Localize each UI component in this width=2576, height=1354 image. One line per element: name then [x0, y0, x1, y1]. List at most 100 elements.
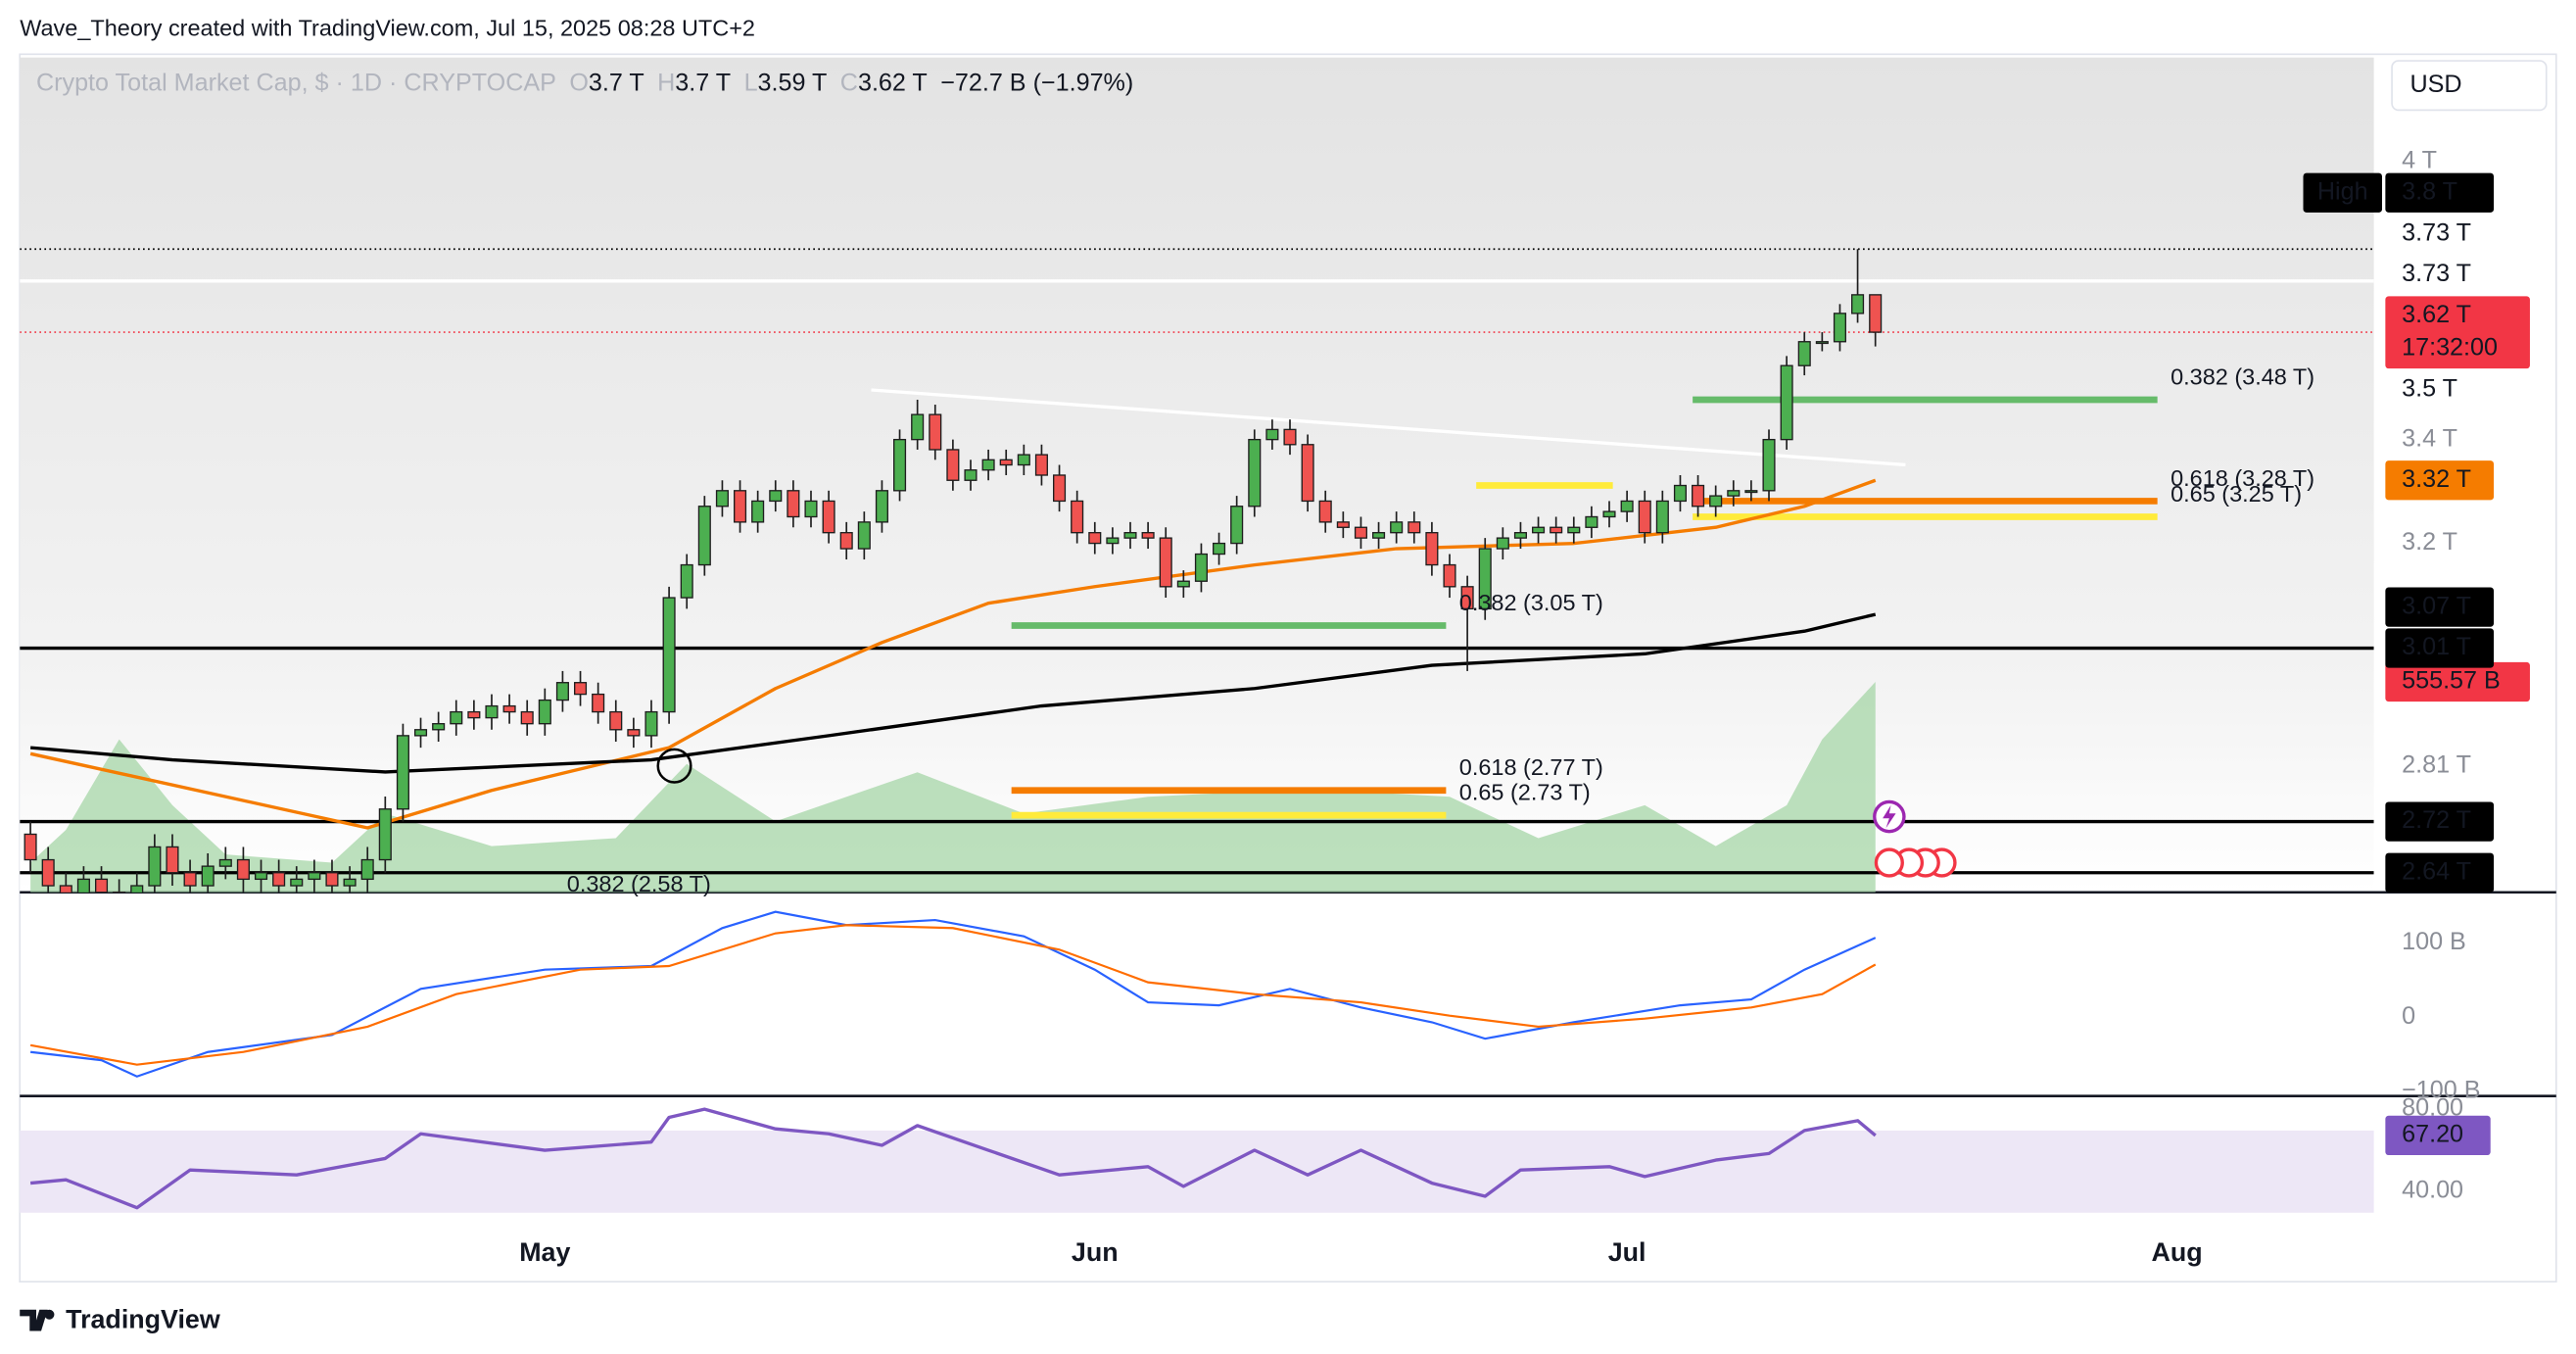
- candle-body: [1017, 454, 1030, 466]
- candle-body: [734, 490, 747, 523]
- candle-body: [1354, 526, 1367, 539]
- macd-tick-label: −100 B: [2402, 1076, 2480, 1103]
- candle-body: [1496, 537, 1509, 550]
- candle-body: [1762, 438, 1776, 492]
- candle-body: [1230, 506, 1244, 545]
- rsi-line: [29, 1107, 1877, 1210]
- candle-body: [378, 808, 392, 861]
- candle-body: [24, 833, 37, 861]
- rsi-band: [20, 1130, 2374, 1213]
- candle-body: [1780, 364, 1793, 441]
- candle-body: [1159, 537, 1172, 588]
- event-icons: [1873, 799, 1957, 878]
- candle-body: [1550, 526, 1563, 534]
- candle-body: [1727, 490, 1741, 497]
- rsi-tick-label: 40.00: [2402, 1177, 2463, 1204]
- legend-value: 3.7 T: [675, 69, 731, 96]
- currency-button[interactable]: [2391, 60, 2548, 112]
- price-layer: [20, 248, 2374, 893]
- candle-body: [893, 438, 907, 492]
- legend-key: O: [569, 69, 589, 96]
- volume-tag: [2385, 661, 2530, 702]
- candle-body: [201, 865, 215, 887]
- candle-body: [1301, 444, 1314, 503]
- candle-body: [1407, 521, 1421, 534]
- candle-body: [1283, 428, 1297, 446]
- price-tag: [2385, 369, 2495, 411]
- price-tag: [2385, 214, 2495, 254]
- candle-body: [787, 490, 800, 518]
- price-tag-label: 3.5 T: [2402, 375, 2457, 403]
- candle-body: [1567, 526, 1581, 534]
- fib-label: 0.382 (3.05 T): [1459, 590, 1603, 615]
- candle-body: [999, 459, 1013, 466]
- candle-body: [662, 597, 676, 713]
- candle-body: [964, 469, 978, 481]
- legend-key: L: [744, 69, 758, 96]
- price-tag: [2385, 852, 2495, 893]
- candle-body: [413, 729, 428, 737]
- candle-body: [1851, 294, 1865, 314]
- candle-body: [290, 878, 304, 887]
- candle-body: [822, 500, 835, 534]
- x-tick-label: Aug: [2152, 1237, 2203, 1267]
- candle-body: [1106, 537, 1120, 545]
- candle-body: [325, 872, 339, 887]
- fib-label: 0.382 (3.48 T): [2171, 363, 2314, 389]
- rsi-tag-label: 67.20: [2402, 1121, 2463, 1148]
- price-tag-label: 3.73 T: [2402, 260, 2471, 287]
- axis-layer: 555.57 B 4 T 3.4 T 3.2 T 2.81 T 2.64 T 2.72 T 3…: [519, 146, 2530, 1267]
- x-tick-label: May: [519, 1237, 570, 1267]
- candle-body: [1123, 532, 1137, 539]
- moving-average: [29, 478, 1877, 830]
- candle-body: [839, 532, 853, 550]
- candle-body: [946, 449, 960, 481]
- price-tag-label: 2.64 T: [2402, 857, 2471, 885]
- legend-value: 3.7 T: [589, 69, 644, 96]
- candle-body: [1815, 341, 1829, 345]
- candle-body: [1336, 521, 1350, 528]
- candle-body: [1372, 532, 1386, 539]
- candle-body: [715, 490, 729, 508]
- candle-body: [1265, 428, 1279, 441]
- candle-body: [875, 490, 888, 523]
- candle-body: [1833, 313, 1847, 343]
- moving-average: [29, 612, 1877, 774]
- candle-body: [1585, 515, 1598, 528]
- price-tag-label: 3.01 T: [2402, 633, 2471, 660]
- candle-body: [1213, 542, 1226, 556]
- price-tag-name-box: [2303, 172, 2383, 213]
- legend-key: C: [840, 69, 858, 96]
- fib-label: 0.65 (2.73 T): [1459, 780, 1591, 805]
- candle-body: [1797, 341, 1811, 366]
- fib-label: 0.618 (3.28 T): [2171, 465, 2314, 491]
- price-tag-label: 3.07 T: [2402, 592, 2471, 619]
- candle-body: [1655, 500, 1669, 534]
- x-tick-label: Jun: [1072, 1237, 1119, 1267]
- candle-body: [1071, 500, 1084, 534]
- candle-body: [1194, 553, 1208, 582]
- legend-value: 3.59 T: [758, 69, 828, 96]
- candle-body: [236, 858, 250, 881]
- candle-body: [804, 500, 818, 518]
- currency[interactable]: USD: [2410, 71, 2462, 98]
- candle-body: [1425, 532, 1439, 566]
- volume-tag-label: 555.57 B: [2402, 667, 2501, 695]
- price-tag: [2385, 460, 2495, 501]
- candle-body: [644, 710, 658, 737]
- candle-body: [1248, 438, 1262, 508]
- legend-title: Crypto Total Market Cap, $ · 1D · CRYPTO…: [36, 69, 556, 96]
- candle-body: [751, 500, 765, 523]
- volume-area: [30, 682, 1876, 893]
- attribution: Wave_Theory created with TradingView.com…: [20, 15, 755, 40]
- macd-tick-label: 100 B: [2402, 928, 2466, 955]
- candle-body: [308, 872, 321, 881]
- brand: TradingView: [66, 1305, 220, 1334]
- candle-body: [609, 710, 623, 731]
- fib-label: 0.382 (2.58 T): [567, 871, 711, 896]
- candle-body: [929, 413, 942, 451]
- countdown: 17:32:00: [2402, 334, 2498, 362]
- brand-logo: [20, 1309, 55, 1331]
